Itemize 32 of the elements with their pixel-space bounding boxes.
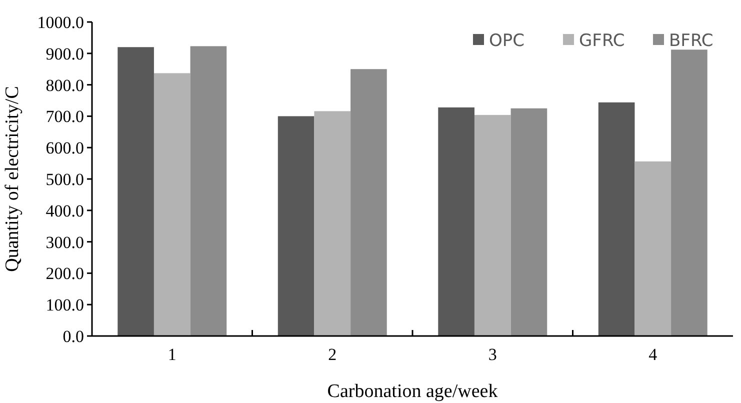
bar — [190, 46, 227, 336]
y-tick-label: 800.0 — [46, 76, 84, 95]
y-tick-label: 100.0 — [46, 296, 84, 315]
y-tick-label: 500.0 — [46, 170, 84, 189]
bar — [510, 108, 548, 336]
y-tick-label: 700.0 — [46, 107, 84, 126]
bar — [154, 73, 190, 336]
y-axis-title: Quantity of electricity/C — [2, 86, 23, 272]
legend-label: BFRC — [669, 30, 714, 51]
bar — [350, 69, 387, 336]
bar — [278, 116, 314, 336]
y-tick-label: 300.0 — [46, 232, 84, 252]
x-tick-label: 2 — [328, 345, 337, 364]
y-tick-label: 0.0 — [62, 326, 84, 346]
bar — [314, 111, 351, 336]
bar — [118, 47, 154, 336]
legend-label: OPC — [489, 30, 525, 51]
bar — [438, 107, 474, 336]
bar — [474, 114, 511, 336]
bar — [671, 50, 708, 336]
y-tick-label: 1000.0 — [37, 12, 84, 32]
y-tick-label: 900.0 — [46, 44, 84, 64]
y-tick-label: 200.0 — [46, 264, 84, 284]
y-tick-label: 600.0 — [46, 138, 84, 158]
x-tick-label: 4 — [648, 345, 658, 364]
x-tick-label: 3 — [488, 345, 497, 364]
bar — [598, 102, 635, 336]
y-tick-label: 400.0 — [46, 201, 84, 220]
legend-label: GFRC — [579, 30, 625, 51]
bar — [634, 161, 672, 336]
x-axis-title: Carbonation age/week — [327, 381, 498, 402]
x-tick-label: 1 — [168, 345, 176, 364]
